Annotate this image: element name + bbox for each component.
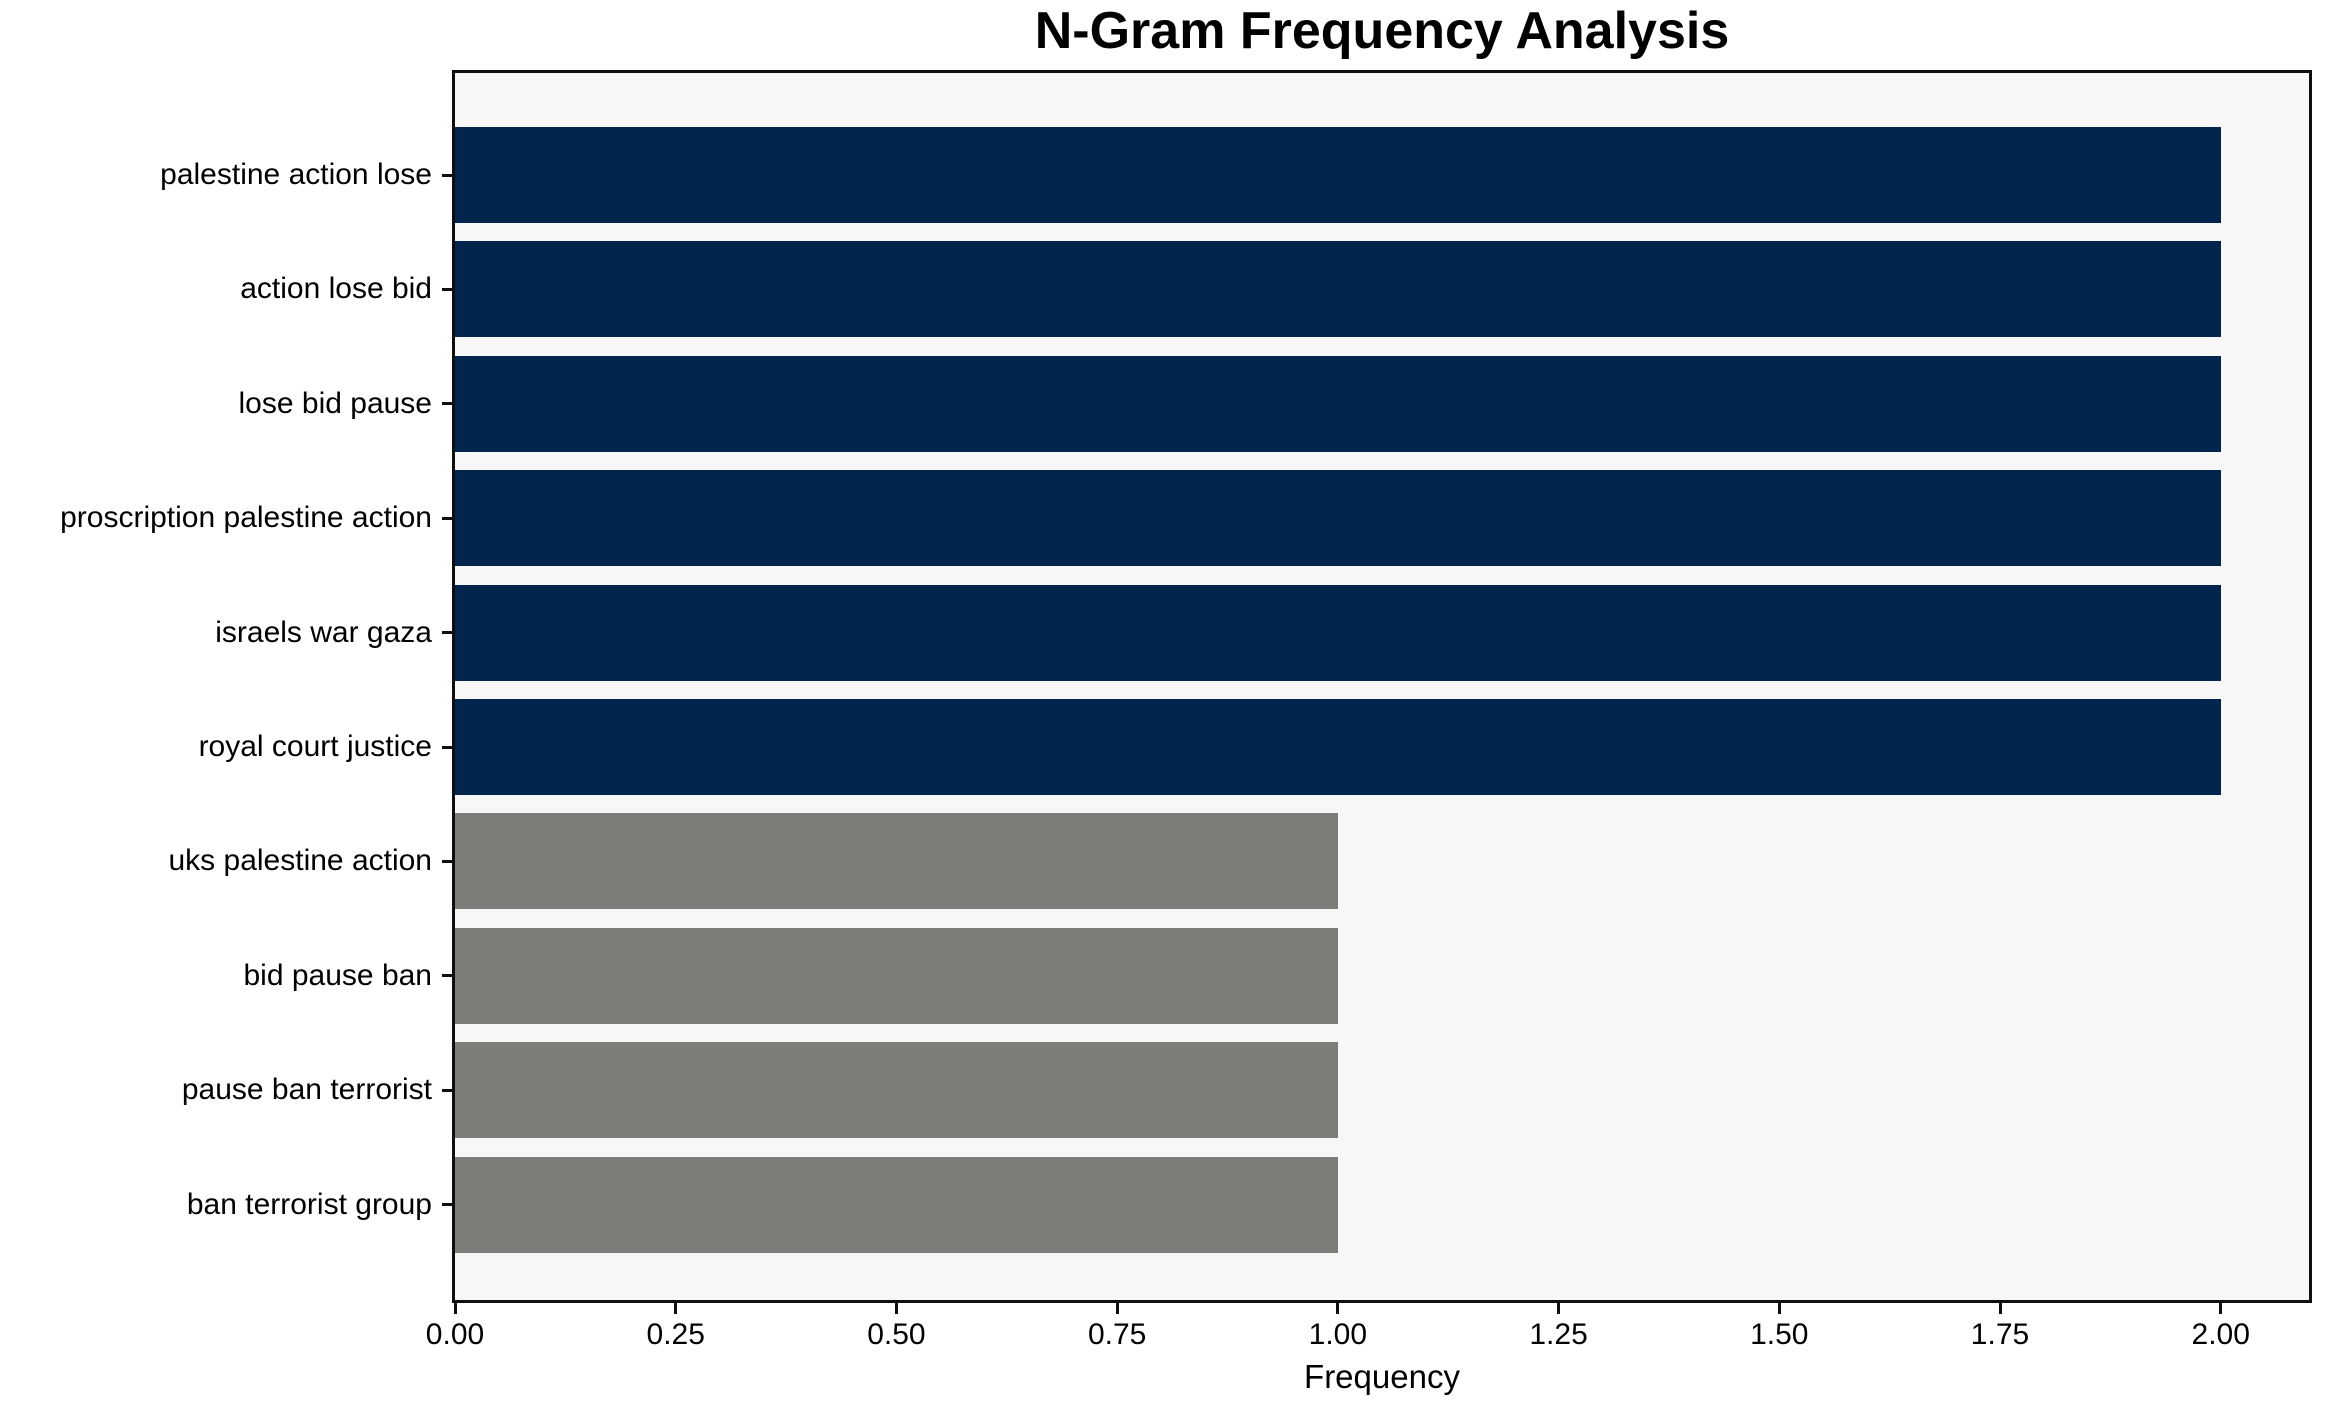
bar	[455, 470, 2221, 567]
x-axis-label: Frequency	[1304, 1358, 1460, 1395]
y-tick-label: bid pause ban	[243, 958, 433, 992]
y-tick-mark	[442, 859, 452, 863]
bar	[455, 813, 1338, 910]
x-tick-label: 1.00	[1308, 1318, 1368, 1351]
chart-title: N-Gram Frequency Analysis	[1034, 2, 1730, 60]
x-tick-label: 0.75	[1087, 1318, 1147, 1351]
x-tick-label: 0.00	[425, 1318, 485, 1351]
x-tick-mark	[1998, 1303, 2002, 1314]
x-tick-mark	[2219, 1303, 2223, 1314]
bar	[455, 1156, 1338, 1253]
y-tick-label: proscription palestine action	[60, 501, 432, 535]
bar	[455, 241, 2221, 338]
y-tick-mark	[442, 745, 452, 749]
bar	[455, 355, 2221, 452]
x-tick-label: 0.25	[646, 1318, 705, 1351]
y-tick-mark	[442, 173, 452, 177]
bar	[455, 1042, 1338, 1139]
x-tick-mark	[453, 1303, 457, 1314]
x-tick-label: 1.25	[1529, 1318, 1588, 1351]
plot-area	[452, 70, 2312, 1303]
x-tick-mark	[894, 1303, 898, 1314]
bar	[455, 699, 2221, 795]
x-tick-label: 0.50	[867, 1318, 926, 1351]
x-tick-label: 2.00	[2191, 1318, 2250, 1351]
y-tick-mark	[442, 287, 452, 291]
bar	[455, 927, 1338, 1024]
bar	[455, 127, 2221, 223]
y-tick-label: palestine action lose	[160, 158, 432, 191]
x-tick-label: 1.50	[1750, 1318, 1809, 1351]
x-tick-mark	[674, 1303, 678, 1314]
y-tick-label: lose bid pause	[238, 386, 432, 420]
y-tick-mark	[442, 402, 452, 406]
y-tick-mark	[442, 631, 452, 635]
y-tick-mark	[442, 974, 452, 978]
y-tick-mark	[442, 1203, 452, 1207]
bar	[455, 584, 2221, 681]
y-tick-label: uks palestine action	[168, 844, 433, 878]
y-tick-mark	[442, 1088, 452, 1092]
y-tick-label: pause ban terrorist	[181, 1073, 432, 1107]
x-tick-mark	[1115, 1303, 1119, 1314]
y-tick-label: israels war gaza	[215, 615, 432, 649]
y-tick-label: ban terrorist group	[186, 1187, 432, 1221]
x-tick-label: 1.75	[1970, 1318, 2030, 1351]
x-tick-mark	[1557, 1303, 1561, 1314]
y-tick-label: royal court justice	[198, 730, 432, 763]
x-tick-mark	[1336, 1303, 1340, 1314]
y-tick-label: action lose bid	[240, 272, 432, 306]
y-tick-mark	[442, 516, 452, 520]
x-tick-mark	[1777, 1303, 1781, 1314]
